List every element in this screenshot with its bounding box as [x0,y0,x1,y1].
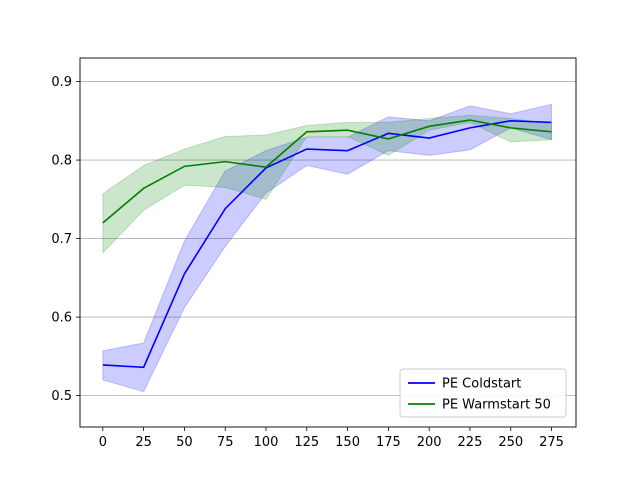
legend: PE Coldstart PE Warmstart 50 [399,368,567,418]
legend-label: PE Coldstart [442,377,521,392]
x-tick-label: 50 [176,435,193,450]
y-tick-label: 0.8 [51,154,72,169]
x-tick-label: 200 [417,435,442,450]
x-tick-label: 250 [498,435,523,450]
y-tick-label: 0.7 [51,232,72,247]
y-tick-label: 0.5 [51,389,72,404]
x-axis-ticks: 0 25 50 75 100 125 150 175 200 225 250 275 [99,427,564,450]
y-axis-ticks: 0.5 0.6 0.7 0.8 0.9 [51,75,80,404]
x-tick-label: 275 [539,435,564,450]
x-tick-label: 150 [335,435,360,450]
x-tick-label: 125 [294,435,319,450]
x-tick-label: 175 [376,435,401,450]
series-line [102,120,552,369]
axes-frame [79,57,577,428]
confidence-bands [102,103,553,393]
legend-label: PE Warmstart 50 [442,398,551,413]
series-lines [102,119,552,369]
series-line [102,119,552,224]
x-tick-label: 75 [217,435,234,450]
x-tick-label: 225 [458,435,483,450]
y-tick-label: 0.9 [51,75,72,90]
y-tick-label: 0.6 [51,311,72,326]
confidence-band [102,103,553,393]
x-tick-label: 25 [135,435,152,450]
legend-box [399,368,567,418]
x-tick-label: 0 [99,435,107,450]
confidence-band [102,114,553,254]
x-tick-label: 100 [254,435,279,450]
